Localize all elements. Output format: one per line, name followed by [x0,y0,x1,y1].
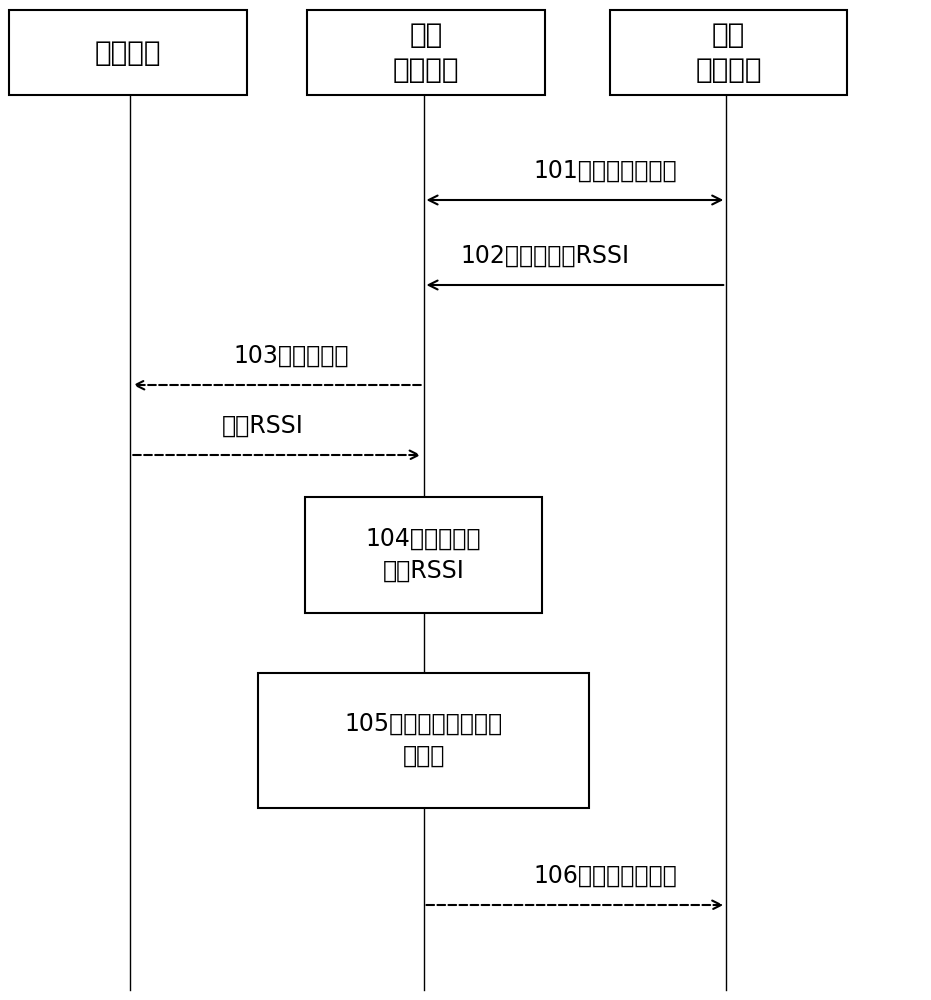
Text: 105：确定是否接入目
标频段: 105：确定是否接入目 标频段 [344,712,503,768]
Bar [307,10,545,95]
Text: 第一
接入设备: 第一 接入设备 [393,21,459,84]
Bar [610,10,847,95]
Bar [9,10,247,95]
Bar [305,497,542,612]
Text: 104：测量获得
第三RSSI: 104：测量获得 第三RSSI [366,527,481,583]
Bar [259,672,589,808]
Text: 终端设备: 终端设备 [95,38,161,66]
Text: 第二RSSI: 第二RSSI [222,414,304,438]
Text: 第二
接入设备: 第二 接入设备 [695,21,762,84]
Text: 102：获取第一RSSI: 102：获取第一RSSI [460,244,629,268]
Text: 101：建立通信连接: 101：建立通信连接 [533,159,677,183]
Text: 106：接入目标频段: 106：接入目标频段 [533,864,677,888]
Text: 103：目标频段: 103：目标频段 [234,344,349,368]
